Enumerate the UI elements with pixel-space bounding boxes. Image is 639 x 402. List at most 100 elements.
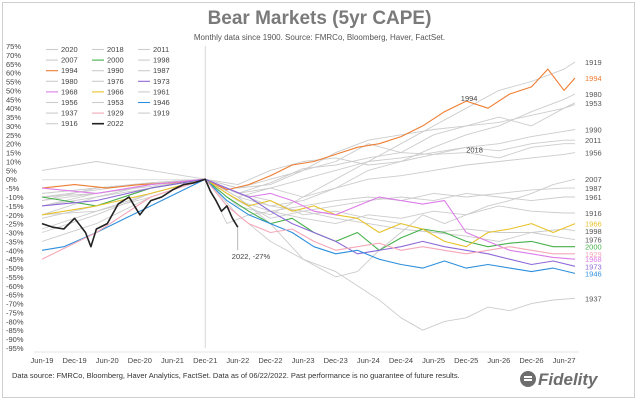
series-lines bbox=[41, 61, 576, 331]
y-tick-label: -5% bbox=[6, 184, 20, 193]
x-tick-label: Jun-19 bbox=[31, 356, 54, 365]
y-axis: -95%-90%-85%-80%-75%-70%-65%-60%-55%-50%… bbox=[6, 42, 24, 353]
series-line-2000 bbox=[41, 178, 575, 251]
y-tick-label: 5% bbox=[6, 166, 17, 175]
x-tick-label: Dec-26 bbox=[519, 356, 543, 365]
y-tick-label: 70% bbox=[6, 51, 21, 60]
x-tick-label: Jun-26 bbox=[487, 356, 510, 365]
x-tick-label: Jun-21 bbox=[161, 356, 184, 365]
y-tick-label: -55% bbox=[6, 273, 24, 282]
legend-label-1919: 1919 bbox=[153, 109, 170, 118]
y-tick-label: -45% bbox=[6, 255, 24, 264]
series-line-1973 bbox=[41, 178, 576, 267]
fidelity-logo: Fidelity bbox=[538, 370, 598, 389]
x-tick-label: Jun-20 bbox=[96, 356, 119, 365]
right-label-1973: 1973 bbox=[585, 262, 602, 271]
right-label-1976: 1976 bbox=[585, 236, 602, 245]
right-label-2000: 2000 bbox=[585, 243, 602, 252]
series-line-1916 bbox=[41, 178, 575, 225]
legend-label-1961: 1961 bbox=[153, 87, 170, 96]
y-tick-label: 40% bbox=[6, 104, 21, 113]
y-tick-label: -30% bbox=[6, 229, 24, 238]
series-line-2020 bbox=[41, 104, 576, 189]
x-tick-label: Jun-22 bbox=[226, 356, 249, 365]
chart-subtitle: Monthly data since 1900. Source: FMRCo, … bbox=[193, 33, 446, 42]
right-label-1929: 1929 bbox=[585, 250, 602, 259]
y-tick-label: 10% bbox=[6, 157, 21, 166]
y-tick-label: 15% bbox=[6, 149, 21, 158]
x-tick-label: Jun-27 bbox=[553, 356, 576, 365]
right-label-1953: 1953 bbox=[585, 99, 602, 108]
legend-label-1966: 1966 bbox=[107, 87, 124, 96]
fidelity-logo-icon bbox=[520, 371, 536, 387]
legend-label-2018: 2018 bbox=[107, 45, 124, 54]
y-tick-label: 25% bbox=[6, 131, 21, 140]
y-tick-label: -35% bbox=[6, 237, 24, 246]
right-label-1987: 1987 bbox=[585, 184, 602, 193]
right-label-2007: 2007 bbox=[585, 175, 602, 184]
x-tick-label: Dec-25 bbox=[454, 356, 478, 365]
right-label-1968: 1968 bbox=[585, 255, 602, 264]
series-line-1946 bbox=[41, 178, 576, 274]
annotation-1994: 1994 bbox=[461, 94, 478, 103]
x-tick-label: Dec-22 bbox=[258, 356, 282, 365]
y-tick-label: -20% bbox=[6, 211, 24, 220]
y-tick-label: 50% bbox=[6, 86, 21, 95]
annotation-2018: 2018 bbox=[466, 146, 483, 155]
legend-label-1956: 1956 bbox=[61, 98, 78, 107]
x-tick-label: Dec-19 bbox=[63, 356, 87, 365]
zero-line bbox=[42, 179, 206, 181]
legend-label-1990: 1990 bbox=[107, 66, 124, 75]
y-tick-label: -60% bbox=[6, 282, 24, 291]
y-tick-label: 45% bbox=[6, 95, 21, 104]
y-tick-label: -85% bbox=[6, 326, 24, 335]
legend-label-1987: 1987 bbox=[153, 66, 170, 75]
series-line-1966 bbox=[41, 178, 576, 248]
legend-label-1968: 1968 bbox=[61, 87, 78, 96]
y-tick-label: 0% bbox=[6, 175, 17, 184]
x-tick-label: Jun-25 bbox=[422, 356, 445, 365]
right-label-1946: 1946 bbox=[585, 269, 602, 278]
x-tick-label: Jun-23 bbox=[292, 356, 315, 365]
legend-label-2022: 2022 bbox=[107, 119, 124, 128]
y-tick-label: 30% bbox=[6, 122, 21, 131]
right-label-1956: 1956 bbox=[585, 149, 602, 158]
legend-label-2020: 2020 bbox=[61, 45, 78, 54]
y-tick-label: 55% bbox=[6, 78, 21, 87]
x-tick-label: Jun-24 bbox=[357, 356, 380, 365]
y-tick-label: -10% bbox=[6, 193, 24, 202]
y-tick-label: -80% bbox=[6, 317, 24, 326]
legend-label-1973: 1973 bbox=[153, 77, 170, 86]
legend-label-1946: 1946 bbox=[153, 98, 170, 107]
series-line-1956 bbox=[41, 152, 576, 207]
source-note: Data source: FMRCo, Bloomberg, Haver Ana… bbox=[12, 371, 460, 380]
y-tick-label: 60% bbox=[6, 69, 21, 78]
series-line-1929 bbox=[41, 178, 575, 260]
annotations: 2022, -27% 1994 2018 bbox=[232, 94, 483, 261]
legend-label-2000: 2000 bbox=[107, 56, 124, 65]
y-tick-label: -95% bbox=[6, 344, 24, 353]
annotation-2022: 2022, -27% bbox=[232, 252, 271, 261]
right-label-1994: 1994 bbox=[585, 74, 602, 83]
y-tick-label: 75% bbox=[6, 42, 21, 51]
right-label-1937: 1937 bbox=[585, 294, 602, 303]
legend-label-1980: 1980 bbox=[61, 77, 78, 86]
y-tick-label: -65% bbox=[6, 291, 24, 300]
x-tick-label: Dec-24 bbox=[389, 356, 413, 365]
y-tick-label: -70% bbox=[6, 300, 24, 309]
x-tick-label: Dec-23 bbox=[324, 356, 348, 365]
legend: 2020 2018 2011 2007 2000 1998 1994 1990 1987 1980… bbox=[46, 45, 170, 128]
right-label-1998: 1998 bbox=[585, 227, 602, 236]
y-tick-label: -40% bbox=[6, 246, 24, 255]
y-tick-label: 20% bbox=[6, 140, 21, 149]
y-tick-label: -90% bbox=[6, 335, 24, 344]
y-tick-label: -25% bbox=[6, 220, 24, 229]
prior-period-band bbox=[42, 46, 206, 348]
chart-title: Bear Markets (5yr CAPE) bbox=[207, 8, 432, 29]
legend-label-1916: 1916 bbox=[61, 119, 78, 128]
legend-label-1953: 1953 bbox=[107, 98, 124, 107]
legend-label-1998: 1998 bbox=[153, 56, 170, 65]
right-label-1961: 1961 bbox=[585, 193, 602, 202]
